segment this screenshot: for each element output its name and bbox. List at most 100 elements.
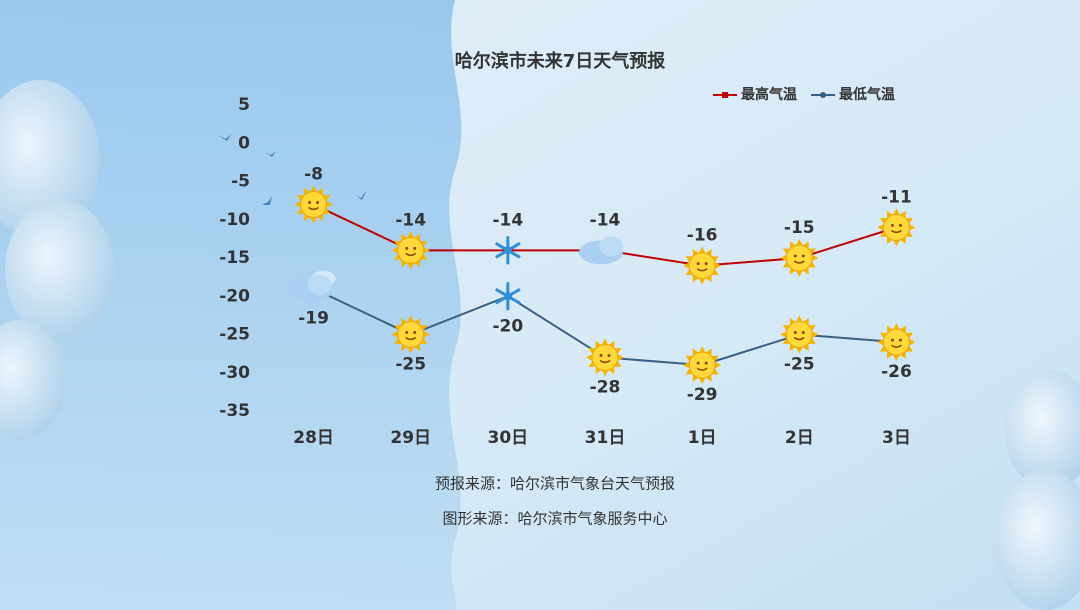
x-tick-label: 29日	[390, 428, 431, 448]
weather-icon	[877, 323, 916, 362]
sun-face	[785, 321, 813, 348]
y-tick-label: -5	[231, 172, 250, 192]
data-label: -19	[298, 309, 329, 329]
sun-smile	[696, 268, 708, 272]
x-tick-label: 31日	[585, 428, 626, 448]
weather-icon	[780, 239, 819, 277]
sun-eye	[308, 200, 312, 204]
legend-marker	[820, 92, 826, 98]
sun-eye	[696, 361, 700, 365]
weather-icon	[287, 270, 336, 303]
sun-face	[688, 351, 716, 379]
x-tick-label: 1日	[688, 428, 717, 448]
sun-eye	[801, 254, 805, 258]
cloud-part	[599, 236, 623, 257]
data-label: -16	[687, 226, 718, 246]
sun-eye	[793, 254, 797, 258]
y-tick-label: -25	[219, 325, 250, 345]
sun-eye	[607, 353, 611, 357]
left-panel	[0, 0, 462, 610]
x-tick-label: 30日	[488, 428, 529, 448]
weather-icon	[494, 282, 521, 311]
sun-face	[882, 213, 910, 241]
sun-smile	[308, 206, 320, 211]
x-tick-label: 3日	[882, 428, 911, 448]
sun-face	[397, 236, 425, 264]
sun-eye	[898, 338, 902, 342]
sun-eye	[696, 262, 700, 266]
weather-icon	[294, 185, 333, 224]
weather-icon	[586, 338, 624, 377]
data-label: -14	[590, 210, 621, 230]
data-label: -11	[881, 187, 912, 207]
weather-icon	[877, 208, 916, 247]
y-tick-label: -30	[219, 363, 250, 383]
sun-eye	[704, 361, 708, 365]
weather-icon	[780, 315, 819, 354]
legend-label: 最低气温	[839, 86, 895, 103]
data-label: -28	[590, 377, 621, 397]
sun-face	[882, 328, 910, 356]
sun-face	[300, 190, 328, 218]
cloud-part	[307, 274, 332, 295]
data-label: -25	[395, 355, 426, 375]
data-label: -26	[881, 362, 912, 382]
data-label: -14	[395, 210, 426, 230]
weather-icon	[391, 315, 430, 354]
y-tick-label: 5	[238, 95, 250, 115]
sun-smile	[405, 252, 417, 257]
snow-core	[503, 246, 512, 255]
sun-eye	[793, 331, 797, 334]
weather-icon	[579, 232, 627, 265]
legend-label: 最高气温	[741, 86, 797, 103]
sun-eye	[898, 223, 902, 227]
sun-eye	[405, 246, 409, 250]
data-label: -14	[492, 210, 523, 230]
sun-smile	[890, 344, 902, 348]
data-label: -20	[492, 316, 523, 336]
birds	[218, 133, 367, 205]
source-note: 图形来源：哈尔滨市气象服务中心	[442, 510, 667, 528]
y-tick-label: -10	[219, 210, 250, 230]
sun-face	[688, 252, 716, 280]
y-tick-label: 0	[238, 133, 250, 153]
legend: 最高气温 最低气温	[713, 86, 895, 103]
sun-face	[397, 321, 425, 348]
sun-eye	[599, 353, 603, 357]
sun-smile	[793, 260, 805, 264]
sun-eye	[704, 262, 708, 266]
flower-decoration	[0, 80, 1080, 610]
sun-eye	[413, 331, 417, 334]
chart-title: 哈尔滨市未来7日天气预报	[455, 50, 666, 72]
sun-smile	[793, 336, 805, 341]
y-tick-label: -15	[219, 248, 250, 268]
y-tick-label: -35	[219, 401, 250, 421]
sun-smile	[599, 359, 611, 364]
legend-marker	[722, 92, 728, 98]
y-tick-label: -20	[219, 286, 250, 306]
sun-face	[591, 343, 619, 371]
weather-icon	[494, 236, 521, 265]
sun-smile	[696, 367, 708, 371]
data-label: -25	[784, 355, 815, 375]
sun-face	[785, 244, 813, 272]
data-label: -8	[304, 164, 323, 184]
sun-smile	[405, 336, 417, 341]
x-tick-label: 28日	[293, 428, 334, 448]
x-tick-label: 2日	[785, 428, 814, 448]
snow-core	[503, 292, 512, 301]
sun-eye	[405, 331, 409, 334]
sun-eye	[413, 246, 417, 250]
sun-eye	[890, 338, 894, 342]
weather-icon	[683, 246, 722, 285]
source-note: 预报来源：哈尔滨市气象台天气预报	[435, 475, 675, 493]
weather-icon	[391, 231, 430, 270]
data-label: -29	[687, 385, 718, 405]
sun-smile	[890, 229, 902, 234]
weather-icon	[683, 346, 722, 385]
sun-eye	[890, 223, 894, 227]
data-label: -15	[784, 218, 815, 238]
sun-eye	[801, 331, 805, 334]
sun-eye	[316, 200, 320, 204]
